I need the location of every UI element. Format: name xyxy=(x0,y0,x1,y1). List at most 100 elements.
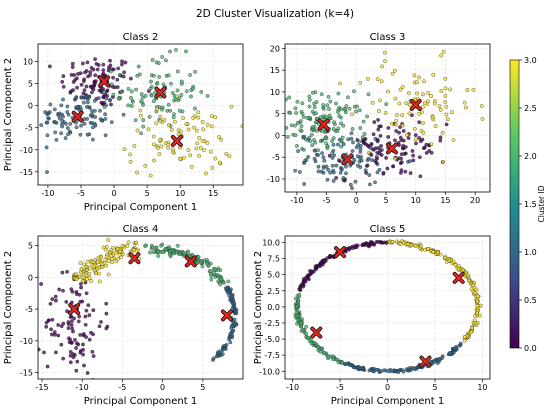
data-point xyxy=(429,142,434,147)
data-point xyxy=(373,180,377,185)
data-point xyxy=(413,244,418,248)
data-point xyxy=(69,314,74,319)
data-point xyxy=(297,292,302,297)
data-point xyxy=(301,115,306,119)
x-tick-label: 10 xyxy=(411,196,421,205)
data-point xyxy=(48,110,52,114)
y-tick-label: 10 xyxy=(270,88,280,97)
data-point xyxy=(155,145,160,150)
data-point xyxy=(154,60,159,65)
data-point xyxy=(156,249,161,254)
x-tick-label: -10 xyxy=(286,383,299,392)
data-point xyxy=(96,255,101,260)
data-point xyxy=(441,160,446,164)
data-point xyxy=(224,343,229,347)
data-point xyxy=(411,366,416,370)
data-point xyxy=(182,155,186,160)
data-point xyxy=(135,170,139,175)
data-point xyxy=(170,91,175,95)
data-point xyxy=(95,260,100,265)
axes-frame xyxy=(37,43,244,186)
data-point xyxy=(120,59,124,64)
data-point xyxy=(122,70,126,75)
data-point xyxy=(197,136,202,140)
data-point xyxy=(334,176,338,180)
subplot-3: -15 -10 -5 0 5 -15 -10 -5 0 5 Class 4 Principal Com… xyxy=(3,224,244,407)
data-point xyxy=(424,151,429,155)
data-point xyxy=(140,95,145,100)
data-point xyxy=(129,104,134,108)
x-tick-label: -5 xyxy=(118,383,126,392)
colorbar: 0.0 0.5 1.0 1.5 2.0 2.5 3.0 Cluster ID xyxy=(509,56,546,353)
data-point xyxy=(312,148,317,153)
data-point xyxy=(85,371,90,375)
data-point xyxy=(147,115,152,119)
data-point xyxy=(417,111,421,116)
data-point xyxy=(470,325,474,330)
data-point xyxy=(438,135,443,140)
data-point xyxy=(444,112,449,117)
data-point xyxy=(152,73,156,78)
data-point xyxy=(213,115,218,120)
data-point xyxy=(376,146,381,150)
data-point xyxy=(161,82,166,87)
data-point xyxy=(198,145,203,150)
data-point xyxy=(144,243,148,248)
data-point xyxy=(293,168,297,173)
data-point xyxy=(447,351,452,355)
x-tick-label: 0 xyxy=(112,189,117,198)
data-point xyxy=(319,92,324,97)
data-point xyxy=(426,246,431,251)
data-point xyxy=(191,116,196,120)
colorbar-tick-label: 2.0 xyxy=(524,152,537,161)
data-point xyxy=(328,99,333,104)
data-point xyxy=(326,167,330,172)
data-point xyxy=(188,73,192,77)
data-point xyxy=(105,89,109,94)
data-point xyxy=(21,74,24,77)
data-point xyxy=(407,91,411,95)
x-tick-label: 0 xyxy=(354,196,359,205)
data-point xyxy=(406,242,410,247)
data-point xyxy=(471,87,476,92)
data-point xyxy=(91,332,95,337)
data-point xyxy=(228,297,232,302)
data-point xyxy=(164,58,168,63)
data-point xyxy=(98,108,102,113)
data-point xyxy=(117,253,122,257)
data-point xyxy=(480,117,485,121)
data-point xyxy=(74,346,78,350)
data-point xyxy=(475,299,480,304)
data-point xyxy=(87,266,92,271)
data-point xyxy=(45,133,50,138)
data-point xyxy=(162,118,167,122)
data-point xyxy=(85,60,90,65)
data-point xyxy=(311,90,315,95)
data-point xyxy=(302,147,306,152)
data-point xyxy=(305,116,310,120)
data-point xyxy=(400,146,405,150)
data-point xyxy=(334,163,339,168)
data-point xyxy=(419,244,423,249)
subplot-title: Class 3 xyxy=(370,32,406,43)
data-point xyxy=(395,113,399,117)
data-point xyxy=(479,104,484,108)
data-point xyxy=(299,124,304,129)
data-point xyxy=(91,259,96,264)
data-point xyxy=(339,166,344,171)
data-point xyxy=(213,156,218,161)
data-point xyxy=(56,333,61,338)
data-point xyxy=(361,242,366,247)
data-point xyxy=(474,287,479,292)
data-point xyxy=(111,67,116,72)
data-point xyxy=(196,255,201,260)
centroid-marker xyxy=(171,135,183,147)
data-point xyxy=(376,118,380,122)
data-point xyxy=(355,154,360,159)
data-point xyxy=(309,341,314,346)
data-point xyxy=(401,369,406,374)
data-point xyxy=(314,100,319,104)
data-point xyxy=(370,158,374,162)
data-point xyxy=(151,134,156,139)
data-point xyxy=(307,104,312,109)
